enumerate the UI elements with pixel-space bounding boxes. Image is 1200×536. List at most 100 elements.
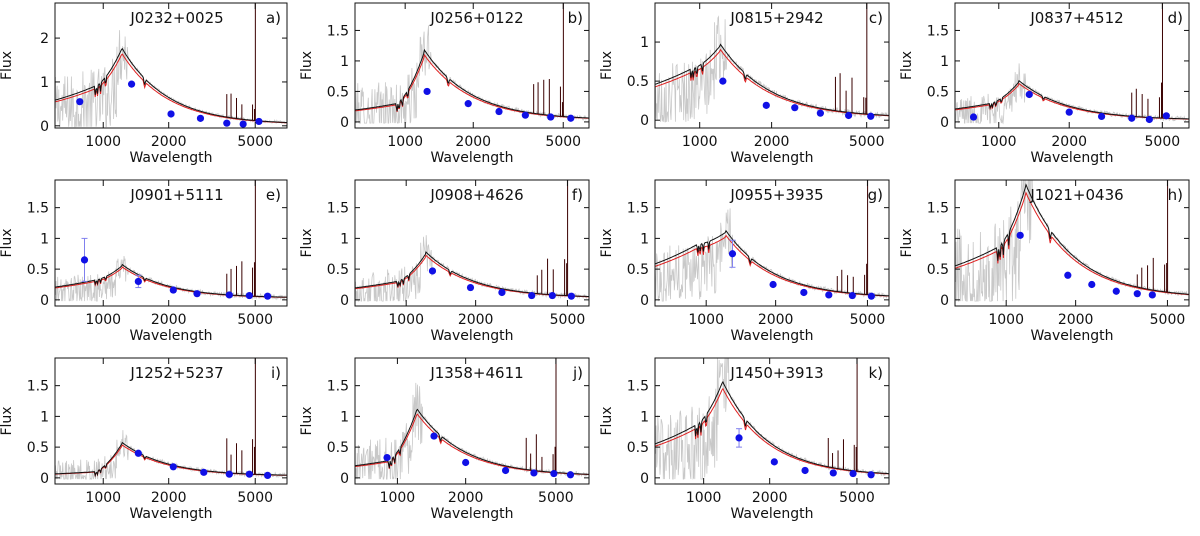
observed-spectrum	[355, 235, 588, 302]
y-axis-label: Flux	[599, 51, 615, 80]
y-tick-label: 0	[40, 119, 49, 135]
photometry-point	[567, 292, 575, 300]
x-axis-label: Wavelength	[430, 150, 513, 166]
panel-title: J1252+5237	[129, 364, 223, 382]
panel-tag: a)	[266, 9, 281, 27]
photometry-point	[263, 471, 272, 479]
plot-area	[55, 180, 287, 302]
x-tick-label: 5000	[237, 312, 273, 328]
photometry-point	[423, 87, 431, 96]
panel-frame	[54, 2, 288, 129]
x-tick-label: 1000	[988, 312, 1024, 328]
plot-area	[955, 3, 1189, 125]
x-tick-label: 1000	[388, 312, 424, 328]
x-tick-label: 5000	[538, 490, 574, 506]
plot-area	[355, 358, 589, 480]
photometry-point	[567, 114, 575, 122]
observed-spectrum	[655, 208, 888, 302]
y-tick-label: 0.5	[327, 262, 349, 278]
photometry-point	[521, 111, 529, 119]
y-tick-label: 0	[940, 293, 949, 309]
photometry-point	[844, 111, 853, 120]
panel-tag: j)	[572, 364, 583, 382]
x-tick-label: 1000	[686, 490, 722, 506]
x-axis-label: Wavelength	[430, 328, 513, 344]
x-tick-label: 1000	[85, 490, 121, 506]
y-axis-label: Flux	[599, 406, 615, 435]
y-tick-label: 1	[40, 75, 49, 91]
photometry-point	[1162, 112, 1170, 120]
photometry-point	[801, 466, 809, 475]
panel-title: J1450+3913	[729, 364, 823, 382]
x-tick-label: 1000	[85, 134, 121, 150]
y-tick-label: 1	[640, 231, 649, 247]
panel-tag: g)	[868, 186, 883, 204]
photometry-point	[1145, 115, 1153, 124]
photometry-point	[1133, 290, 1141, 298]
x-axis-label: Wavelength	[730, 328, 813, 344]
photometry-point	[134, 277, 142, 286]
x-tick-label: 2000	[754, 134, 790, 150]
photometry-point	[867, 471, 875, 479]
plot-area	[55, 358, 287, 481]
x-tick-label: 5000	[850, 312, 886, 328]
panel-tag: d)	[1168, 9, 1183, 27]
photometry-point	[498, 288, 506, 297]
x-tick-label: 1000	[85, 312, 121, 328]
photometry-point	[1088, 280, 1096, 289]
y-axis-label: Flux	[0, 406, 15, 435]
y-tick-label: 1	[340, 409, 349, 425]
photometry-point	[770, 458, 778, 466]
panel-j: 0 0.5 1 1.5 1000 2000 5000 Wavelength Flux J1358+…	[299, 357, 590, 522]
photometry-point	[791, 104, 799, 112]
photometry-point	[167, 110, 175, 118]
panel-title: J1021+0436	[1029, 186, 1123, 204]
y-tick-label: 2	[40, 31, 49, 47]
panel-frame	[954, 179, 1190, 307]
x-tick-label: 1000	[688, 312, 724, 328]
photometry-point	[867, 112, 875, 120]
y-tick-label: 0.5	[927, 84, 949, 100]
photometry-point	[800, 288, 808, 297]
photometry-point	[263, 292, 272, 300]
photometry-point	[169, 463, 177, 471]
photometry-point	[550, 469, 558, 478]
x-tick-label: 5000	[545, 134, 581, 150]
plot-area	[355, 180, 589, 302]
photometry-point	[462, 458, 470, 467]
y-tick-label: 0	[640, 293, 649, 309]
photometry-point	[867, 292, 875, 300]
photometry-point	[80, 256, 89, 264]
panel-frame	[354, 179, 590, 307]
y-tick-label: 1	[940, 231, 949, 247]
x-axis-label: Wavelength	[1030, 328, 1113, 344]
panel-title: J0256+0122	[429, 9, 523, 27]
photometry-point	[849, 469, 857, 478]
y-tick-label: 0	[640, 113, 649, 129]
panel-frame	[54, 179, 288, 307]
photometry-point	[193, 290, 201, 298]
photometry-point	[127, 80, 136, 88]
x-tick-label: 2000	[151, 490, 187, 506]
x-tick-label: 2000	[151, 134, 187, 150]
photometry-point	[430, 432, 438, 440]
y-tick-label: 1	[340, 54, 349, 70]
photometry-point	[1065, 108, 1073, 116]
y-tick-label: 0	[40, 471, 49, 487]
y-tick-label: 1.5	[327, 23, 349, 39]
y-tick-label: 0.5	[627, 262, 649, 278]
y-tick-label: 0	[340, 471, 349, 487]
photometry-point	[134, 449, 142, 457]
y-tick-label: 1	[40, 231, 49, 247]
panel-tag: f)	[572, 186, 583, 204]
panel-title: J0837+4512	[1029, 9, 1123, 27]
photometry-point	[528, 291, 536, 300]
y-tick-label: 0	[640, 471, 649, 487]
x-tick-label: 5000	[839, 490, 875, 506]
panel-c: 0 0.5 1 1000 2000 5000 Wavelength Flux J0815+294…	[599, 2, 890, 166]
y-tick-label: 1	[40, 409, 49, 425]
photometry-point	[200, 468, 208, 476]
x-tick-label: 5000	[237, 490, 273, 506]
panel-title: J1358+4611	[429, 364, 523, 382]
panel-frame	[954, 2, 1190, 129]
